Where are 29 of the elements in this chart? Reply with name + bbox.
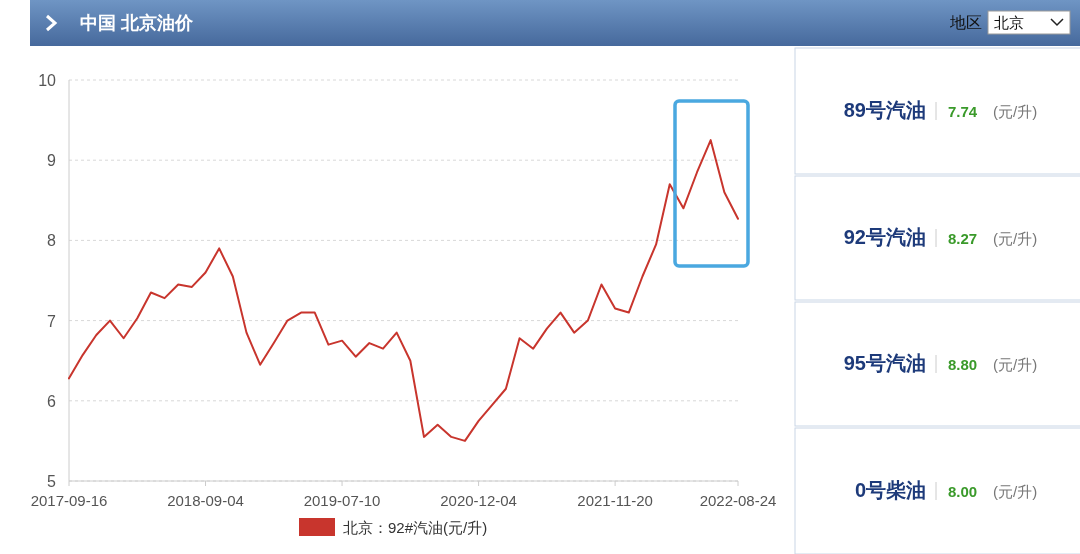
y-tick-label: 7 [47, 312, 57, 330]
text: 8.00 [948, 483, 978, 500]
text: (元/升) [993, 230, 1038, 247]
y-tick-label: 9 [47, 152, 57, 170]
text: 8.80 [948, 356, 978, 373]
text: 8.27 [948, 230, 978, 247]
text: 北京 [994, 14, 1024, 31]
x-tick-label: 2017-09-16 [30, 492, 108, 509]
y-tick-label: 10 [38, 72, 57, 89]
y-tick-label: 6 [47, 392, 57, 410]
chart-title: 中国 北京油价 [80, 13, 194, 33]
category-label: 89号汽油 [843, 99, 926, 121]
category-label: 92号汽油 [843, 226, 926, 248]
category-label: 95号汽油 [843, 352, 926, 374]
x-tick-label: 2021-11-20 [577, 492, 653, 509]
text: (元/升) [993, 103, 1038, 120]
x-tick-label: 2018-09-04 [167, 492, 244, 509]
x-tick-label: 2022-08-24 [699, 492, 777, 509]
text: 地区 [949, 14, 982, 31]
x-tick-label: 2019-07-10 [303, 492, 381, 509]
legend-label: 北京：92#汽油(元/升) [343, 519, 488, 536]
line-series [68, 139, 739, 442]
category-label: 0号柴油 [854, 479, 926, 501]
text: (元/升) [993, 483, 1038, 500]
text: 7.74 [948, 103, 978, 120]
y-tick-label: 5 [47, 473, 57, 490]
x-tick-label: 2020-12-04 [440, 492, 517, 509]
y-tick-label: 8 [47, 232, 57, 250]
text: (元/升) [993, 356, 1038, 373]
